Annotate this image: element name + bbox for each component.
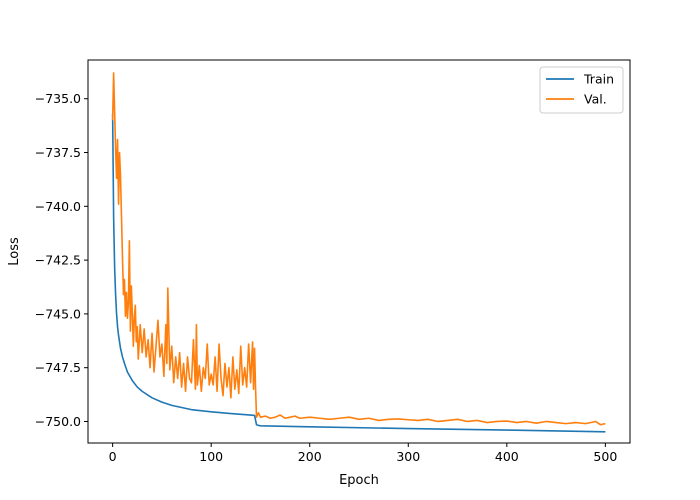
legend-label-train: Train bbox=[583, 72, 614, 87]
y-tick-label: −742.5 bbox=[35, 253, 81, 268]
y-axis-label: Loss bbox=[7, 237, 22, 266]
plot-lines bbox=[111, 72, 606, 433]
series-line-val bbox=[111, 72, 606, 426]
x-axis-ticks: 0 100 200 300 400 500 bbox=[109, 443, 617, 464]
x-tick-label: 100 bbox=[199, 449, 223, 464]
legend: Train Val. bbox=[539, 66, 624, 114]
y-tick-label: −745.0 bbox=[35, 306, 81, 321]
x-tick-label: 500 bbox=[593, 449, 617, 464]
y-axis-ticks: −735.0 −737.5 −740.0 −742.5 −745.0 −747.5 −750… bbox=[35, 91, 88, 429]
x-tick-label: 300 bbox=[396, 449, 420, 464]
y-tick-label: −735.0 bbox=[35, 91, 81, 106]
x-tick-label: 0 bbox=[109, 449, 117, 464]
x-axis-label: Epoch bbox=[339, 473, 379, 488]
y-tick-label: −740.0 bbox=[35, 199, 81, 214]
plot-frame bbox=[87, 59, 631, 444]
x-tick-label: 400 bbox=[495, 449, 519, 464]
legend-label-val: Val. bbox=[584, 92, 607, 107]
y-tick-label: −747.5 bbox=[35, 360, 81, 375]
y-tick-label: −737.5 bbox=[35, 145, 81, 160]
y-tick-label: −750.0 bbox=[35, 414, 81, 429]
series-line-train bbox=[111, 113, 606, 433]
x-tick-label: 200 bbox=[298, 449, 322, 464]
